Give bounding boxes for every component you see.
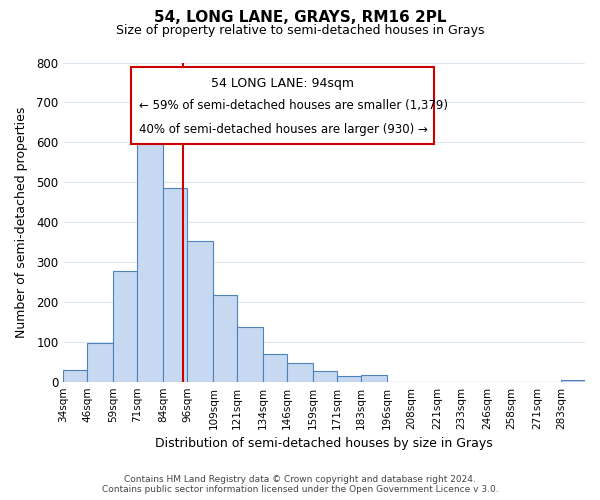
Bar xyxy=(187,241,214,382)
Text: Contains HM Land Registry data © Crown copyright and database right 2024.
Contai: Contains HM Land Registry data © Crown c… xyxy=(101,474,499,494)
Text: Size of property relative to semi-detached houses in Grays: Size of property relative to semi-detach… xyxy=(116,24,484,37)
Bar xyxy=(337,376,361,382)
FancyBboxPatch shape xyxy=(131,68,434,144)
Bar xyxy=(263,354,287,382)
Bar xyxy=(287,364,313,382)
Bar xyxy=(113,271,137,382)
Text: 40% of semi-detached houses are larger (930) →: 40% of semi-detached houses are larger (… xyxy=(139,123,428,136)
Bar xyxy=(214,294,237,382)
Bar xyxy=(163,188,187,382)
Y-axis label: Number of semi-detached properties: Number of semi-detached properties xyxy=(15,106,28,338)
Bar xyxy=(64,370,88,382)
Text: 54 LONG LANE: 94sqm: 54 LONG LANE: 94sqm xyxy=(211,77,354,90)
Bar xyxy=(361,375,387,382)
X-axis label: Distribution of semi-detached houses by size in Grays: Distribution of semi-detached houses by … xyxy=(155,437,493,450)
Bar xyxy=(313,370,337,382)
Bar xyxy=(237,327,263,382)
Bar xyxy=(88,343,113,382)
Bar xyxy=(137,142,163,382)
Text: 54, LONG LANE, GRAYS, RM16 2PL: 54, LONG LANE, GRAYS, RM16 2PL xyxy=(154,10,446,25)
Text: ← 59% of semi-detached houses are smaller (1,379): ← 59% of semi-detached houses are smalle… xyxy=(139,99,448,112)
Bar xyxy=(561,380,585,382)
